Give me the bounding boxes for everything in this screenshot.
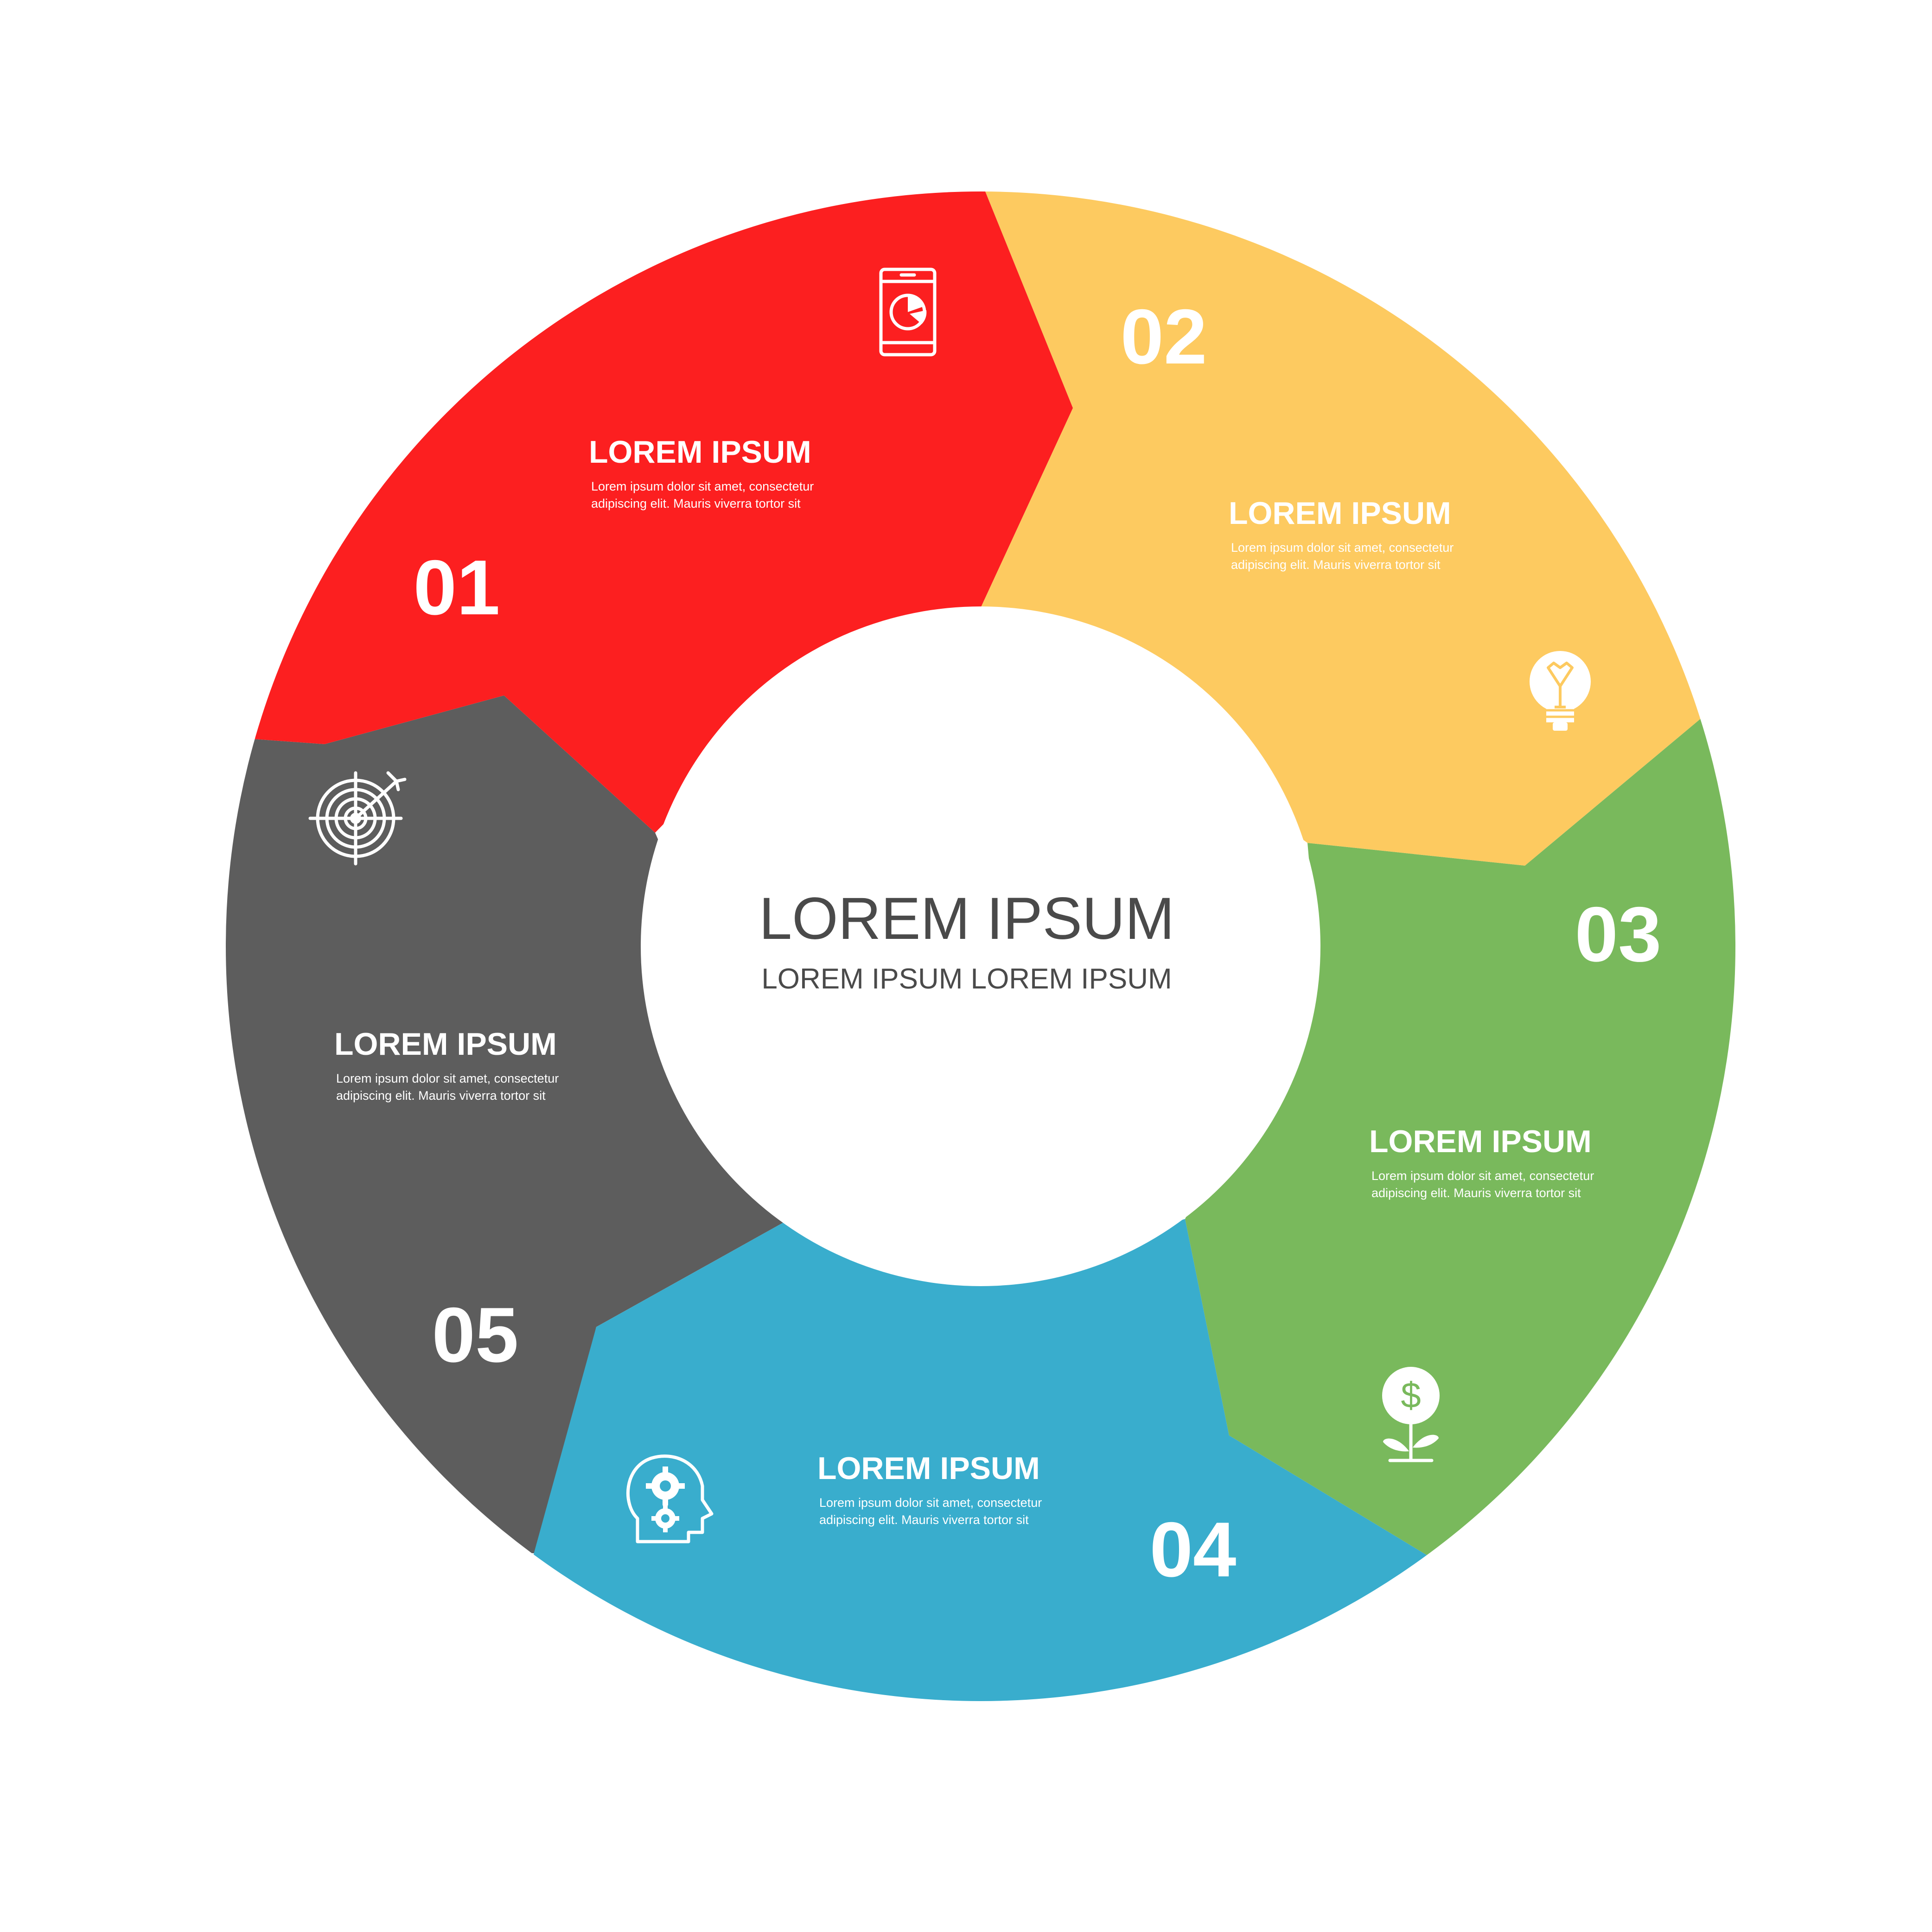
segment-02-title: LOREM IPSUM [1229,496,1451,531]
segment-05-shape [226,695,784,1553]
svg-text:$: $ [1401,1375,1421,1416]
segment-02-text-line2: adipiscing elit. Mauris viverra tortor s… [1231,558,1441,572]
center-circle [641,606,1320,1286]
segment-04-text-line1: Lorem ipsum dolor sit amet, consectetur [819,1496,1042,1510]
segment-01-text-line2: adipiscing elit. Mauris viverra tortor s… [591,497,801,510]
segment-05-title: LOREM IPSUM [334,1027,557,1062]
segment-02-text-line1: Lorem ipsum dolor sit amet, consectetur [1231,541,1454,555]
tablet-chart-icon [879,268,937,357]
segment-01-title: LOREM IPSUM [589,434,811,470]
segment-03-title: LOREM IPSUM [1369,1124,1592,1159]
segment-04-title: LOREM IPSUM [817,1451,1040,1486]
center-title: LOREM IPSUM [759,886,1174,952]
segment-01-shape [226,191,1073,833]
segment-04-text-line2: adipiscing elit. Mauris viverra tortor s… [819,1513,1029,1527]
segment-05-text-line1: Lorem ipsum dolor sit amet, consectetur [336,1071,559,1085]
target-arrow-icon [308,771,407,866]
segment-05-text-line2: adipiscing elit. Mauris viverra tortor s… [336,1089,546,1103]
segment-01-text-line1: Lorem ipsum dolor sit amet, consectetur [591,479,814,493]
segment-02-number: 02 [1121,293,1207,380]
segment-03-number: 03 [1575,891,1662,978]
money-plant-icon: $ [1382,1367,1440,1462]
segment-01-number: 01 [414,544,500,631]
segment-03-text-line1: Lorem ipsum dolor sit amet, consectetur [1371,1169,1594,1183]
segment-05-number: 05 [432,1291,519,1378]
segment-03-text-line2: adipiscing elit. Mauris viverra tortor s… [1371,1186,1581,1200]
center-subtitle: LOREM IPSUM LOREM IPSUM [761,963,1172,995]
lightbulb-icon [1530,651,1591,731]
segment-04-number: 04 [1150,1506,1237,1593]
head-gears-icon [626,1454,714,1543]
